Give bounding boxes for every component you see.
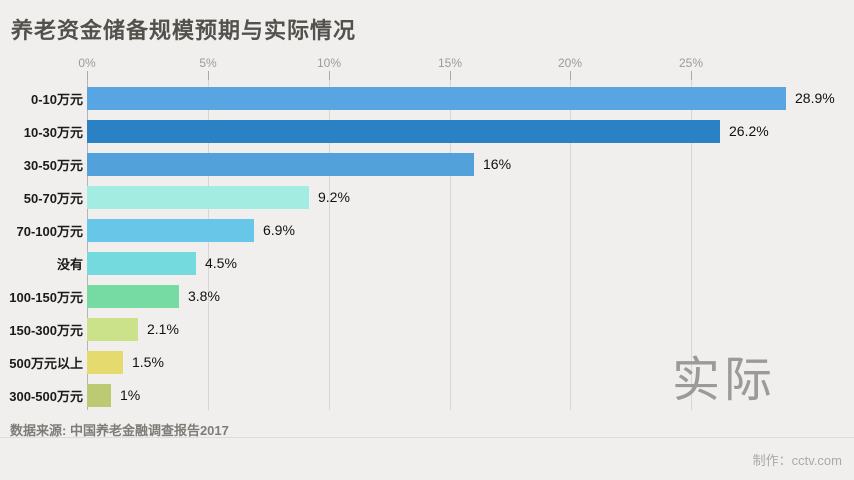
gridline bbox=[208, 80, 209, 410]
value-label: 9.2% bbox=[318, 189, 350, 205]
category-label: 0-10万元 bbox=[30, 92, 83, 107]
bar bbox=[87, 318, 138, 341]
bar bbox=[87, 153, 474, 176]
category-label: 70-100万元 bbox=[16, 224, 83, 239]
category-label: 10-30万元 bbox=[23, 125, 83, 140]
bar bbox=[87, 285, 179, 308]
bar bbox=[87, 252, 196, 275]
category-label: 500万元以上 bbox=[9, 356, 83, 371]
axis-tick-label: 0% bbox=[78, 56, 96, 70]
axis-zero-line bbox=[87, 80, 88, 410]
axis-tick bbox=[329, 71, 330, 80]
value-label: 26.2% bbox=[729, 123, 769, 139]
gridline bbox=[329, 80, 330, 410]
credit-note: 制作：cctv.com bbox=[752, 453, 842, 468]
value-label: 1% bbox=[120, 387, 141, 403]
value-label: 4.5% bbox=[205, 255, 237, 271]
gridline bbox=[570, 80, 571, 410]
value-label: 16% bbox=[483, 156, 512, 172]
chart-title: 养老资金储备规模预期与实际情况 bbox=[11, 18, 357, 43]
bar bbox=[87, 120, 720, 143]
axis-tick bbox=[450, 71, 451, 80]
watermark-label: 实际 bbox=[672, 354, 777, 407]
axis-tick-label: 20% bbox=[557, 56, 583, 70]
bar bbox=[87, 87, 786, 110]
gridline bbox=[450, 80, 451, 410]
axis-tick bbox=[87, 71, 88, 80]
axis-tick bbox=[208, 71, 209, 80]
category-label: 150-300万元 bbox=[9, 323, 83, 338]
category-label: 100-150万元 bbox=[9, 290, 83, 305]
category-label: 没有 bbox=[56, 257, 83, 272]
value-label: 3.8% bbox=[188, 288, 220, 304]
category-label: 300-500万元 bbox=[9, 389, 83, 404]
gridline bbox=[691, 80, 692, 410]
axis-tick-label: 5% bbox=[199, 56, 217, 70]
bar bbox=[87, 186, 309, 209]
category-label: 30-50万元 bbox=[23, 158, 83, 173]
axis-tick-label: 15% bbox=[437, 56, 463, 70]
axis-tick bbox=[570, 71, 571, 80]
bar bbox=[87, 384, 111, 407]
axis-tick-label: 25% bbox=[678, 56, 704, 70]
value-label: 28.9% bbox=[795, 90, 835, 106]
axis-tick bbox=[691, 71, 692, 80]
value-label: 6.9% bbox=[263, 222, 295, 238]
category-label: 50-70万元 bbox=[23, 191, 83, 206]
value-label: 2.1% bbox=[147, 321, 179, 337]
bar bbox=[87, 219, 254, 242]
axis-tick-label: 10% bbox=[316, 56, 342, 70]
bar bbox=[87, 351, 123, 374]
footer-divider bbox=[0, 437, 854, 438]
data-source-note: 数据来源: 中国养老金融调查报告2017 bbox=[10, 423, 229, 438]
value-label: 1.5% bbox=[132, 354, 164, 370]
